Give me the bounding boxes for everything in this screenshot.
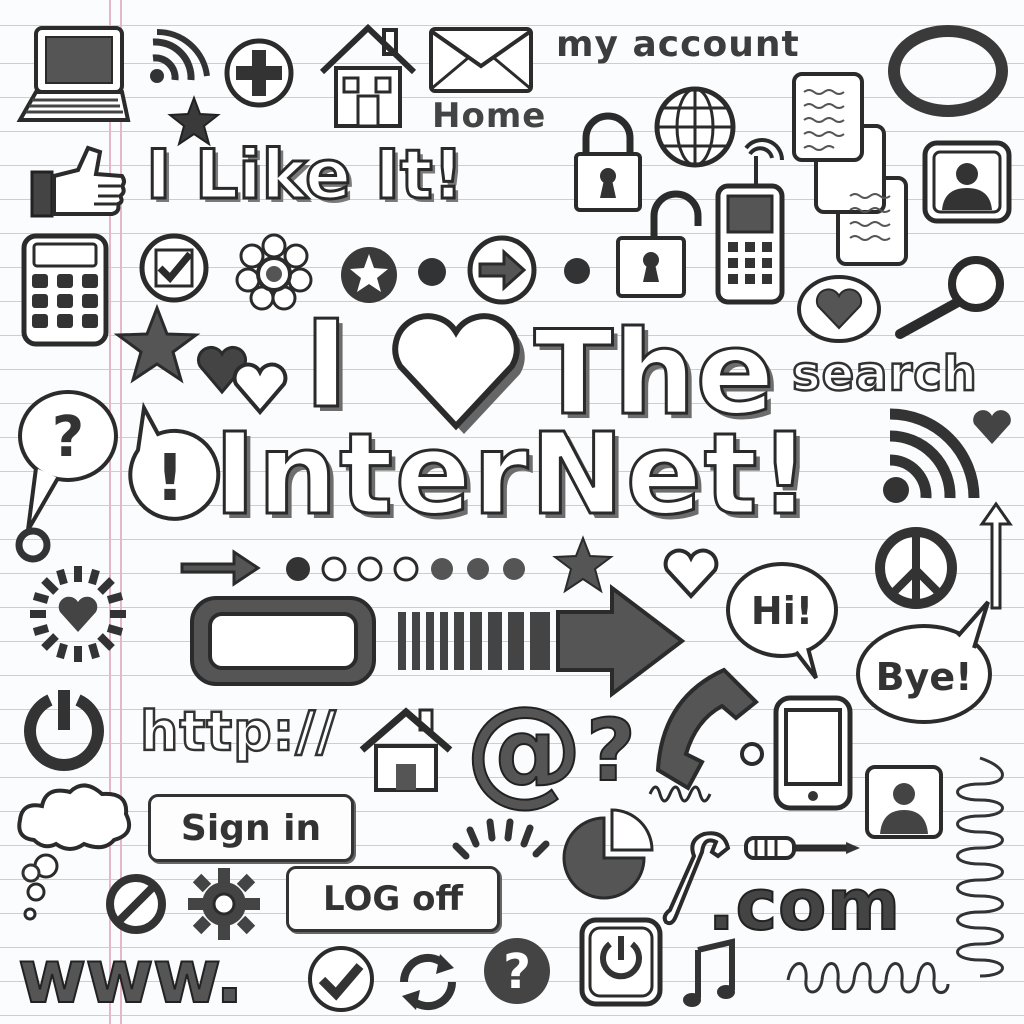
right-arrow-icon (178, 548, 262, 588)
hi-bubble-icon: Hi! (720, 560, 840, 682)
http-label: http:// (139, 699, 337, 765)
question-mark-text: ? (52, 405, 84, 470)
headline-the: The (532, 305, 775, 443)
home-label: Home (432, 96, 547, 136)
my-account-label: my account (556, 24, 800, 65)
star-circle-icon (341, 247, 397, 303)
heart-circle-icon (796, 274, 882, 344)
question-circle-icon: ? (484, 938, 550, 1004)
margin-line-right (120, 0, 122, 1024)
log-off-button[interactable]: LOG off (286, 866, 500, 932)
calculator-icon (20, 232, 110, 348)
dot-com-label: .com (707, 863, 902, 947)
wifi-icon (150, 30, 215, 83)
speech-bubble-question-icon: ? (8, 380, 118, 540)
heart-icon (973, 410, 1011, 444)
user-profile-icon (922, 140, 1012, 224)
gear-icon (188, 868, 260, 940)
wrench-icon (664, 826, 734, 930)
sign-in-button[interactable]: Sign in (148, 794, 354, 862)
dot-icon (418, 258, 446, 286)
speech-bubble-exclamation-icon: ! (114, 398, 222, 538)
peace-sign-icon (874, 526, 958, 610)
user-profile-icon (864, 764, 944, 840)
star-icon (114, 304, 200, 384)
flower-icon (234, 232, 314, 312)
star-icon (552, 536, 614, 594)
search-label: search (791, 345, 978, 404)
no-entry-icon (104, 872, 168, 936)
ring-icon (888, 24, 1008, 118)
loading-burst-icon (440, 816, 560, 906)
hi-text: Hi! (751, 589, 813, 633)
envelope-icon (428, 26, 534, 94)
padlock-closed-icon (570, 110, 646, 214)
check-circle-icon (306, 944, 376, 1014)
striped-arrow-icon (398, 586, 686, 696)
loading-dots-icon (286, 552, 525, 586)
ring-small-icon (12, 524, 54, 566)
document-stack-icon (790, 70, 912, 270)
thumbs-up-icon (28, 146, 128, 222)
pie-chart-icon (560, 806, 660, 902)
bubble-dot-icon (20, 862, 42, 884)
blank-button-icon (188, 594, 378, 688)
rss-icon (883, 408, 982, 503)
sign-in-label: Sign in (180, 807, 322, 849)
laptop-icon (14, 24, 132, 130)
screwdriver-icon (742, 828, 860, 868)
bye-text: Bye! (876, 655, 973, 699)
headline-internet: InterNet! (212, 409, 813, 542)
spiral-icon (782, 950, 952, 1008)
question-mark-text-3: ? (503, 944, 531, 1000)
heart-icon (660, 548, 722, 600)
spiral-icon (950, 754, 1010, 1004)
i-like-it-label: I Like It! (145, 135, 466, 217)
music-note-icon (683, 938, 735, 1007)
plus-circle-icon (222, 36, 296, 110)
cloud-icon (12, 780, 136, 930)
sunburst-heart-icon (30, 566, 126, 662)
question-icon: ? (585, 700, 637, 802)
tablet-icon (772, 694, 854, 812)
www-label: www. (17, 933, 244, 1021)
refresh-icon (392, 946, 464, 1018)
bye-bubble-icon: Bye! (848, 600, 998, 728)
up-arrow-icon (978, 500, 1014, 612)
at-sign-icon: @ (464, 679, 584, 819)
globe-icon (652, 84, 738, 170)
margin-line-left (109, 0, 111, 1024)
cell-phone-icon (712, 146, 792, 306)
arrow-circle-icon (466, 234, 538, 306)
telephone-icon (636, 666, 774, 814)
at-sign-text: @ (465, 680, 583, 818)
padlock-open-icon (614, 190, 700, 300)
log-off-label: LOG off (322, 879, 463, 919)
house-icon (356, 706, 456, 794)
question-mark-text-2: ? (586, 701, 636, 801)
double-heart-icon (196, 342, 292, 416)
magnifier-icon (892, 254, 1010, 340)
dot-icon (564, 258, 590, 284)
headline-i: I (303, 295, 351, 437)
headline-heart-icon (394, 314, 525, 434)
star-icon (168, 96, 220, 146)
power-icon (22, 690, 106, 770)
exclamation-mark-text: ! (155, 442, 184, 516)
checkbox-circle-icon (138, 232, 210, 304)
power-button-icon (578, 916, 664, 1008)
house-icon (318, 22, 418, 130)
